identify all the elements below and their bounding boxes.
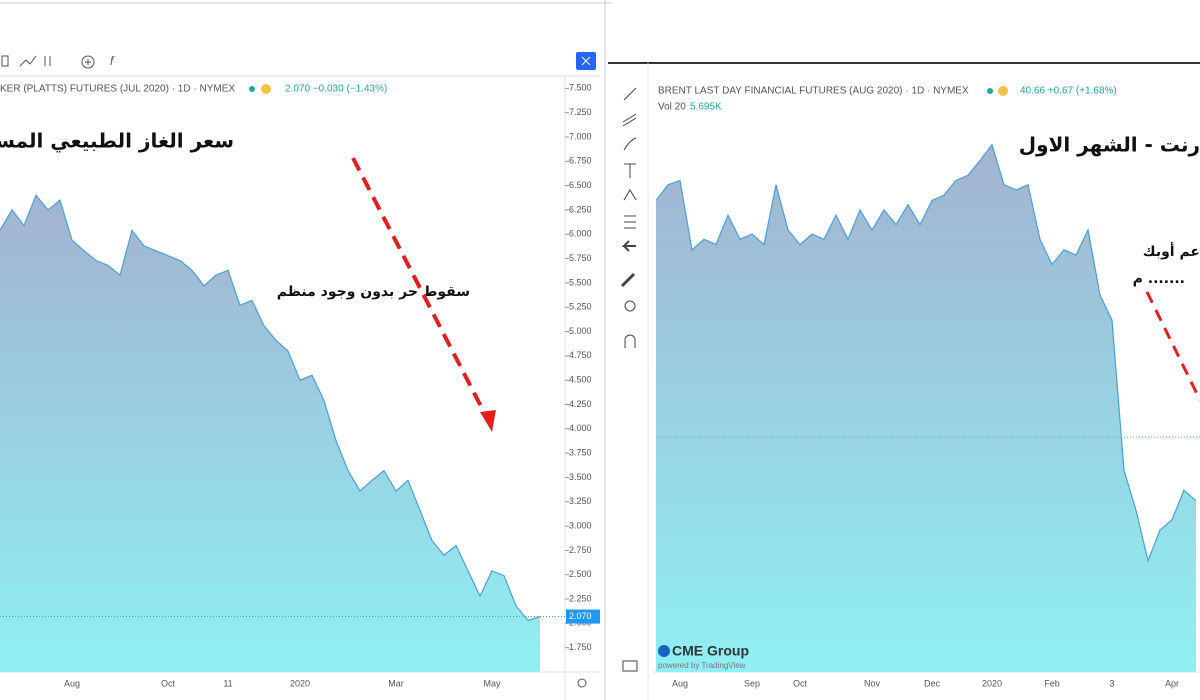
brand-note: powered by TradingView xyxy=(658,661,746,670)
chart-title: BRENT LAST DAY FINANCIAL FUTURES (AUG 20… xyxy=(658,86,969,97)
tool-icon[interactable] xyxy=(623,87,637,101)
y-tick-label: 3.750 xyxy=(569,448,592,458)
annotation-title: سعر الغاز الطبيعي المسال xyxy=(0,129,234,154)
status-dot xyxy=(261,84,271,94)
tool-icon[interactable] xyxy=(624,215,636,229)
x-tick-label: Mar xyxy=(388,678,404,688)
x-tick-label: Feb xyxy=(1044,678,1060,688)
x-tick-label: Aug xyxy=(64,678,80,688)
fx-icon[interactable]: f xyxy=(110,54,115,68)
y-tick-label: 5.500 xyxy=(569,277,592,287)
tool-icon[interactable] xyxy=(622,113,637,127)
x-tick-label: Sep xyxy=(744,678,760,688)
quote: 2.070 −0.030 (−1.43%) xyxy=(285,84,387,95)
area-fill xyxy=(656,144,1196,672)
tool-icon[interactable] xyxy=(623,137,637,151)
status-dot xyxy=(998,86,1008,96)
tool-icon[interactable] xyxy=(624,163,636,178)
tool-icon[interactable] xyxy=(81,55,95,69)
y-tick-label: 7.250 xyxy=(569,107,592,117)
y-tick-label: 3.250 xyxy=(569,496,592,506)
red-arrow xyxy=(1145,291,1200,401)
status-dot xyxy=(249,86,255,92)
x-tick-label: Apr xyxy=(1165,678,1179,688)
y-tick-label: 1.750 xyxy=(569,642,592,652)
brand: CME Group xyxy=(672,643,749,659)
tool-icon[interactable] xyxy=(620,272,636,288)
red-arrow xyxy=(351,157,489,419)
close-icon xyxy=(581,56,591,66)
annotation: سقوط حر بدون وجود منظم xyxy=(277,284,470,300)
y-tick-label: 5.000 xyxy=(569,326,592,336)
chart-title: KER (PLATTS) FUTURES (JUL 2020) · 1D · N… xyxy=(0,84,235,95)
price-tag xyxy=(566,609,600,624)
y-tick-label: 6.250 xyxy=(569,204,592,214)
tool-icon xyxy=(1,55,9,67)
y-tick-label: 4.250 xyxy=(569,399,592,409)
y-tick-label: 3.000 xyxy=(569,520,592,530)
tool-icon xyxy=(85,59,91,65)
side-toolbar xyxy=(620,87,638,672)
camera-icon[interactable] xyxy=(622,660,638,672)
brand-logo xyxy=(658,645,670,657)
settings-icon[interactable] xyxy=(577,678,587,688)
y-tick-label: 6.750 xyxy=(569,156,592,166)
y-tick-label: 2.250 xyxy=(569,593,592,603)
y-tick-label: 3.500 xyxy=(569,472,592,482)
y-tick-label: 4.500 xyxy=(569,375,592,385)
status-dot xyxy=(987,88,993,94)
y-tick-label: 6.000 xyxy=(569,229,592,239)
tool-icon[interactable] xyxy=(623,189,637,201)
y-tick-label: 2.500 xyxy=(569,569,592,579)
volume-label: Vol 20 xyxy=(658,102,686,113)
tool-icon xyxy=(44,56,51,66)
y-tick-label: 6.500 xyxy=(569,180,592,190)
tool-icon[interactable] xyxy=(624,300,636,312)
y-tick-label: 7.500 xyxy=(569,83,592,93)
annotation: عم أوبك xyxy=(1143,242,1200,260)
x-tick-label: 2020 xyxy=(982,678,1002,688)
tool-icon xyxy=(19,55,37,67)
y-tick-label: 7.000 xyxy=(569,131,592,141)
x-tick-label: Nov xyxy=(864,678,881,688)
annotation-title: رنت - الشهر الاول xyxy=(1019,133,1200,157)
y-tick-label: 5.750 xyxy=(569,253,592,263)
price-line xyxy=(0,194,541,622)
x-tick-label: May xyxy=(483,678,501,688)
tool-icon[interactable] xyxy=(624,334,636,348)
annotation: م ....... xyxy=(1133,271,1185,287)
price-tag-label: 2.070 xyxy=(569,611,592,621)
arrow-head xyxy=(480,410,496,432)
y-tick-label: 2.750 xyxy=(569,545,592,555)
tool-icon[interactable] xyxy=(621,240,636,252)
x-tick-label: 11 xyxy=(223,678,232,688)
price-line xyxy=(655,143,1197,563)
toolbar xyxy=(1,55,95,69)
y-tick-label: 5.250 xyxy=(569,302,592,312)
quote: 40.66 +0.67 (+1.68%) xyxy=(1020,86,1117,97)
x-tick-label: Dec xyxy=(924,678,941,688)
x-tick-label: Aug xyxy=(672,678,688,688)
x-tick-label: Oct xyxy=(161,678,176,688)
x-tick-label: Oct xyxy=(793,678,808,688)
x-tick-label: 2020 xyxy=(290,678,310,688)
x-tick-label: 3 xyxy=(1109,678,1114,688)
y-tick-label: 4.750 xyxy=(569,350,592,360)
y-tick-label: 4.000 xyxy=(569,423,592,433)
volume-value: 5.695K xyxy=(690,102,722,113)
area-fill xyxy=(0,195,540,672)
